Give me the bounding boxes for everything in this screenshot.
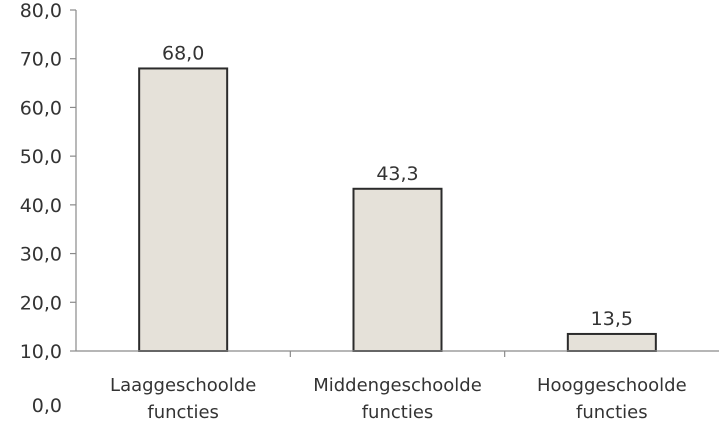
y-tick-label: 10,0 xyxy=(20,341,62,363)
y-tick-label: 70,0 xyxy=(20,49,62,71)
y-tick-label: 40,0 xyxy=(20,195,62,217)
y-tick-label: 20,0 xyxy=(20,292,62,314)
x-axis: Laaggeschoolde functies Middengeschoolde fu… xyxy=(76,350,719,423)
x-category-label: functies xyxy=(147,402,219,423)
bar xyxy=(138,67,229,352)
y-tick-label-zero: 0,0 xyxy=(32,395,62,417)
x-category-label: functies xyxy=(576,402,648,423)
y-axis: 10,0 20,0 30,0 40,0 50,0 60,0 70,0 80,0 0,0 xyxy=(20,0,77,417)
bar-value-label: 13,5 xyxy=(591,308,633,330)
bar-value-label: 68,0 xyxy=(162,42,204,64)
x-category-label: Middengeschoolde xyxy=(313,375,482,396)
x-category-label: functies xyxy=(362,402,434,423)
y-tick-label: 60,0 xyxy=(20,97,62,119)
x-category-label: Laaggeschoolde xyxy=(110,375,256,396)
x-category-label: Hooggeschoolde xyxy=(537,375,687,396)
bars: 68,0 43,3 13,5 xyxy=(138,42,657,353)
bar xyxy=(566,332,657,353)
bar-value-label: 43,3 xyxy=(376,163,418,185)
bar xyxy=(352,187,443,352)
y-tick-label: 30,0 xyxy=(20,244,62,266)
y-tick-label: 50,0 xyxy=(20,146,62,168)
y-tick-label: 80,0 xyxy=(20,0,62,22)
